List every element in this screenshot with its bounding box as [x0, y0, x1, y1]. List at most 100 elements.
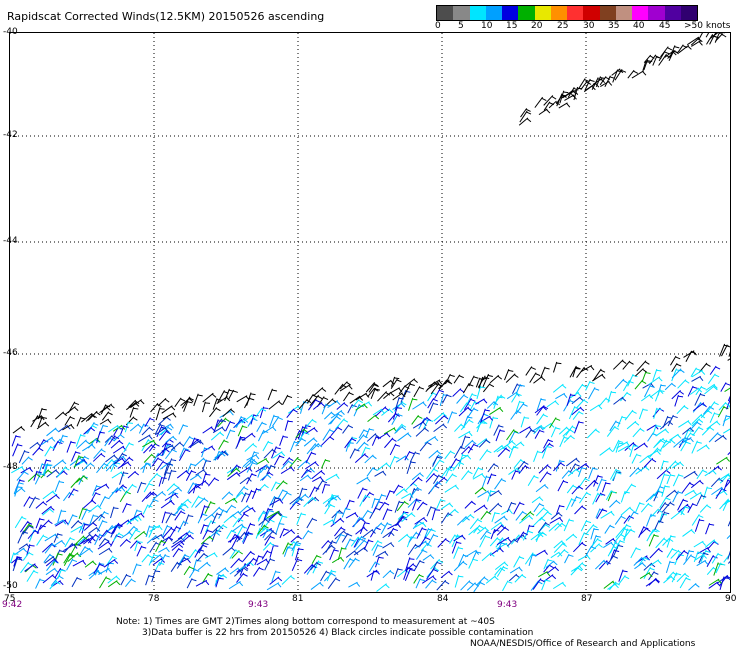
wind-barb	[270, 465, 276, 468]
wind-barb	[282, 529, 293, 537]
wind-barb	[86, 509, 92, 512]
wind-barb	[609, 541, 616, 554]
wind-barb	[521, 511, 532, 521]
wind-barb	[161, 511, 166, 524]
wind-barb	[662, 439, 673, 448]
wind-barb	[428, 528, 434, 531]
wind-barb	[620, 516, 626, 520]
wind-barb	[116, 488, 122, 492]
wind-barb	[246, 454, 258, 461]
wind-barb	[372, 455, 377, 460]
wind-barb	[645, 513, 652, 527]
wind-barb	[306, 517, 314, 529]
wind-barb	[187, 482, 194, 494]
wind-barb	[100, 449, 106, 453]
wind-barb	[627, 510, 635, 522]
wind-barb	[531, 496, 541, 504]
wind-barb	[691, 440, 698, 454]
wind-barb	[388, 409, 394, 414]
wind-barb	[522, 532, 528, 536]
wind-barb	[166, 483, 175, 492]
wind-barb	[355, 403, 366, 411]
wind-barb	[519, 556, 525, 560]
wind-barb	[368, 540, 374, 543]
wind-barb	[66, 425, 71, 430]
wind-barb	[585, 380, 591, 391]
wind-barb	[692, 386, 698, 389]
wind-barb	[493, 524, 503, 534]
wind-barb	[430, 382, 440, 395]
wind-barb	[489, 406, 501, 416]
wind-barb	[580, 519, 588, 532]
wind-barb	[707, 373, 716, 385]
wind-barb	[238, 518, 244, 522]
wind-barb	[163, 462, 169, 476]
wind-barb	[434, 389, 441, 399]
wind-barb	[167, 426, 173, 431]
wind-barb	[696, 421, 702, 426]
wind-barb	[336, 402, 346, 410]
wind-barb	[621, 397, 627, 402]
wind-barb	[323, 397, 329, 401]
wind-barb	[90, 427, 96, 432]
wind-barb	[713, 562, 719, 576]
wind-barb	[186, 578, 193, 589]
wind-barb	[107, 541, 112, 546]
wind-barb	[708, 581, 719, 589]
wind-barb	[166, 443, 172, 446]
wind-barb	[717, 579, 722, 584]
wind-barb	[129, 512, 143, 521]
wind-barb	[343, 402, 349, 407]
wind-barb	[483, 399, 488, 404]
wind-barb	[419, 578, 425, 582]
wind-barb	[191, 470, 197, 474]
wind-barb	[508, 445, 515, 459]
wind-barb	[465, 516, 470, 521]
wind-barb	[427, 391, 434, 402]
wind-barb	[682, 427, 692, 435]
wind-barb	[49, 580, 58, 590]
wind-barb	[348, 557, 357, 568]
wind-barb	[229, 510, 240, 518]
wind-barb	[271, 389, 278, 392]
wind-barb	[127, 422, 133, 424]
wind-barb	[92, 414, 97, 419]
wind-barb	[725, 402, 730, 407]
wind-barb	[528, 530, 534, 534]
wind-barb	[453, 445, 462, 459]
wind-barb	[46, 559, 56, 572]
wind-barb	[608, 81, 613, 86]
wind-barb	[598, 397, 607, 407]
wind-barb	[189, 566, 195, 570]
wind-barb	[666, 534, 672, 548]
wind-barb	[566, 103, 571, 108]
wind-barb	[629, 467, 639, 478]
wind-barb	[252, 443, 258, 448]
wind-barb	[41, 436, 53, 446]
legend-label: 35	[608, 21, 620, 31]
wind-barb	[605, 482, 611, 485]
wind-barb	[466, 407, 475, 419]
wind-barb	[185, 469, 193, 481]
wind-barb	[256, 558, 268, 566]
wind-barb	[108, 548, 113, 553]
wind-barb	[287, 543, 293, 546]
wind-barb	[63, 552, 71, 564]
wind-barb	[161, 405, 173, 414]
wind-barb	[723, 479, 729, 490]
wind-barb	[36, 534, 45, 546]
wind-barb	[269, 576, 280, 585]
wind-barb	[438, 475, 444, 479]
wind-barb	[41, 408, 47, 411]
wind-barb	[178, 543, 184, 548]
wind-barb	[404, 456, 409, 461]
wind-barb	[98, 529, 108, 541]
wind-barb	[55, 469, 60, 475]
wind-barb	[269, 536, 275, 539]
wind-barb	[495, 429, 501, 442]
wind-barb	[319, 582, 324, 587]
wind-barb	[23, 471, 29, 475]
wind-barb	[266, 474, 272, 479]
wind-barb	[283, 528, 289, 531]
wind-barb	[684, 380, 690, 384]
